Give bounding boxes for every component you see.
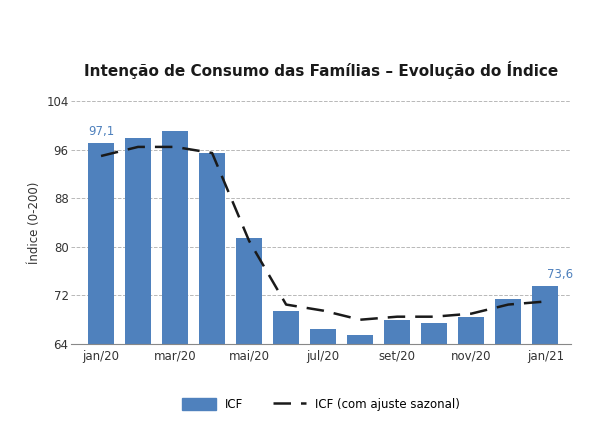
Bar	[310, 329, 336, 441]
Text: 97,1: 97,1	[88, 125, 114, 138]
Bar	[125, 138, 151, 441]
Bar	[88, 143, 114, 441]
Bar	[421, 323, 447, 441]
Bar	[495, 299, 521, 441]
Bar	[533, 286, 558, 441]
Bar	[236, 238, 262, 441]
Title: Intenção de Consumo das Famílias – Evolução do Índice: Intenção de Consumo das Famílias – Evolu…	[84, 61, 559, 79]
Text: 73,6: 73,6	[547, 268, 573, 281]
Bar	[199, 153, 225, 441]
Bar	[384, 320, 410, 441]
Bar	[273, 310, 299, 441]
Bar	[162, 131, 188, 441]
Y-axis label: Índice (0-200): Índice (0-200)	[28, 182, 40, 264]
Bar	[347, 335, 373, 441]
Legend: ICF, ICF (com ajuste sazonal): ICF, ICF (com ajuste sazonal)	[178, 393, 465, 416]
Bar	[458, 317, 484, 441]
